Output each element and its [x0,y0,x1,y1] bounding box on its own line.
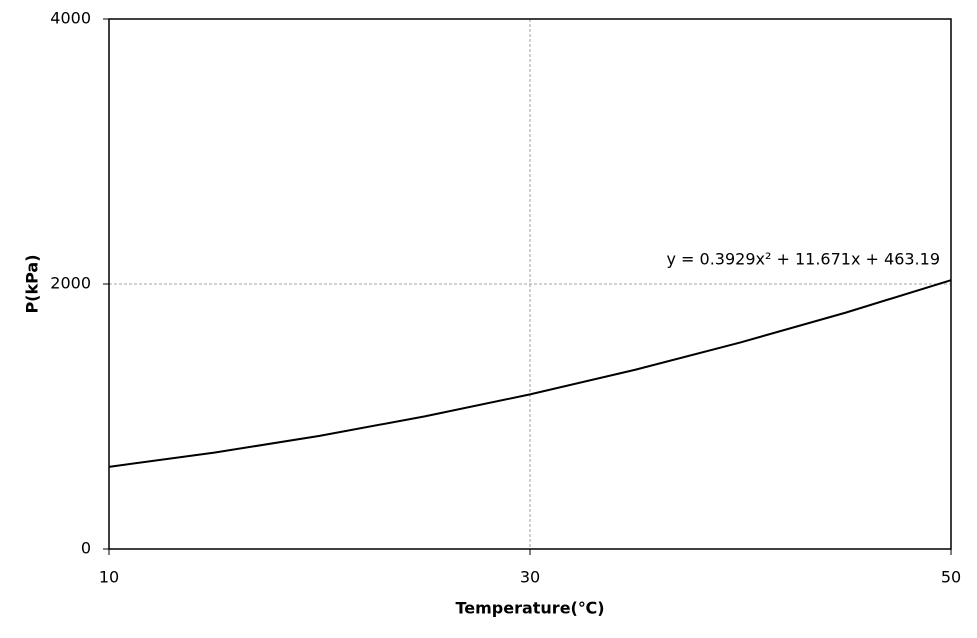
y-axis-label: P(kPa) [23,254,42,313]
x-tick-label: 10 [99,568,119,587]
x-tick-label: 30 [520,568,540,587]
plot-frame [108,18,952,550]
y-tick-label: 4000 [50,9,91,28]
y-tick-label: 2000 [50,274,91,293]
data-line [108,279,952,468]
y-tick-label: 0 [81,539,91,558]
x-axis-label: Temperature(℃) [455,599,604,618]
annotation: y = 0.3929x² + 11.671x + 463.19 [666,250,940,269]
x-tick-label: 50 [941,568,961,587]
